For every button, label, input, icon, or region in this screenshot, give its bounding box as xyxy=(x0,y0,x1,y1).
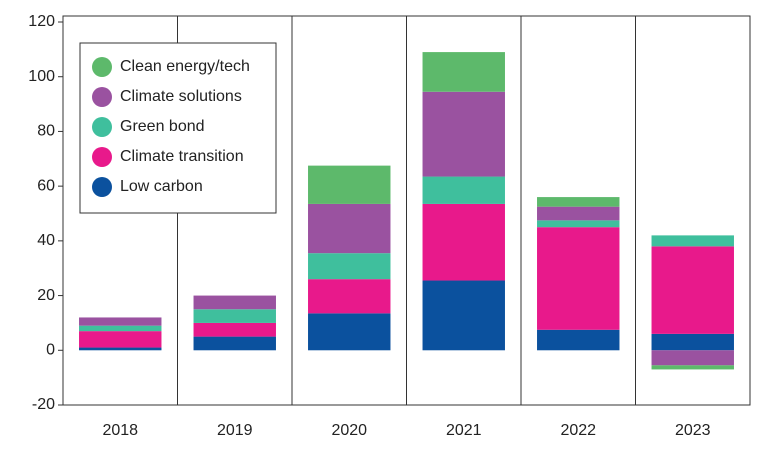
bar-segment xyxy=(537,220,620,228)
bar-segment xyxy=(79,347,162,351)
legend-swatch xyxy=(92,177,112,197)
y-tick-label: 100 xyxy=(28,68,55,85)
y-tick-label: 60 xyxy=(37,177,55,194)
bar-segment xyxy=(651,350,734,366)
bar-segment xyxy=(193,336,276,351)
bar-segment xyxy=(79,317,162,326)
legend-box xyxy=(79,42,277,214)
y-tick-label: -20 xyxy=(32,396,55,413)
x-tick-label: 2020 xyxy=(331,422,367,439)
legend-label: Climate solutions xyxy=(120,88,242,105)
x-tick-label: 2021 xyxy=(446,422,482,439)
bar-segment xyxy=(422,203,505,281)
bar-segment xyxy=(537,197,620,207)
bar-segment xyxy=(193,309,276,323)
y-tick-label: 80 xyxy=(37,123,55,140)
bar-segment xyxy=(422,91,505,177)
bar-segment xyxy=(537,329,620,351)
bar-segment xyxy=(422,52,505,92)
bar-segment xyxy=(193,322,276,337)
y-tick-label: 0 xyxy=(46,342,55,359)
bar-segment xyxy=(193,295,276,310)
bar-segment xyxy=(308,313,391,351)
bar-segment xyxy=(79,331,162,348)
y-tick-label: 120 xyxy=(28,13,55,30)
bar-segment xyxy=(308,279,391,314)
bar-segment xyxy=(537,227,620,330)
legend-swatch xyxy=(92,147,112,167)
bar-segment xyxy=(422,280,505,351)
bar-segment xyxy=(308,165,391,204)
legend-label: Green bond xyxy=(120,118,205,135)
bar-segment xyxy=(651,246,734,334)
bar-segment xyxy=(308,253,391,280)
legend-label: Low carbon xyxy=(120,178,203,195)
x-tick-label: 2023 xyxy=(675,422,711,439)
bar-segment xyxy=(651,235,734,247)
x-tick-label: 2022 xyxy=(560,422,596,439)
x-tick-label: 2018 xyxy=(102,422,138,439)
legend-swatch xyxy=(92,57,112,77)
x-tick-label: 2019 xyxy=(217,422,253,439)
bar-segment xyxy=(308,203,391,254)
legend-swatch xyxy=(92,87,112,107)
legend-swatch xyxy=(92,117,112,137)
legend-label: Clean energy/tech xyxy=(120,58,250,75)
legend-label: Climate transition xyxy=(120,148,244,165)
bar-segment xyxy=(537,206,620,221)
y-tick-label: 20 xyxy=(37,287,55,304)
y-tick-label: 40 xyxy=(37,232,55,249)
bar-segment xyxy=(422,176,505,204)
bar-segment xyxy=(651,333,734,351)
bar-segment xyxy=(79,325,162,332)
bar-segment xyxy=(651,365,734,370)
